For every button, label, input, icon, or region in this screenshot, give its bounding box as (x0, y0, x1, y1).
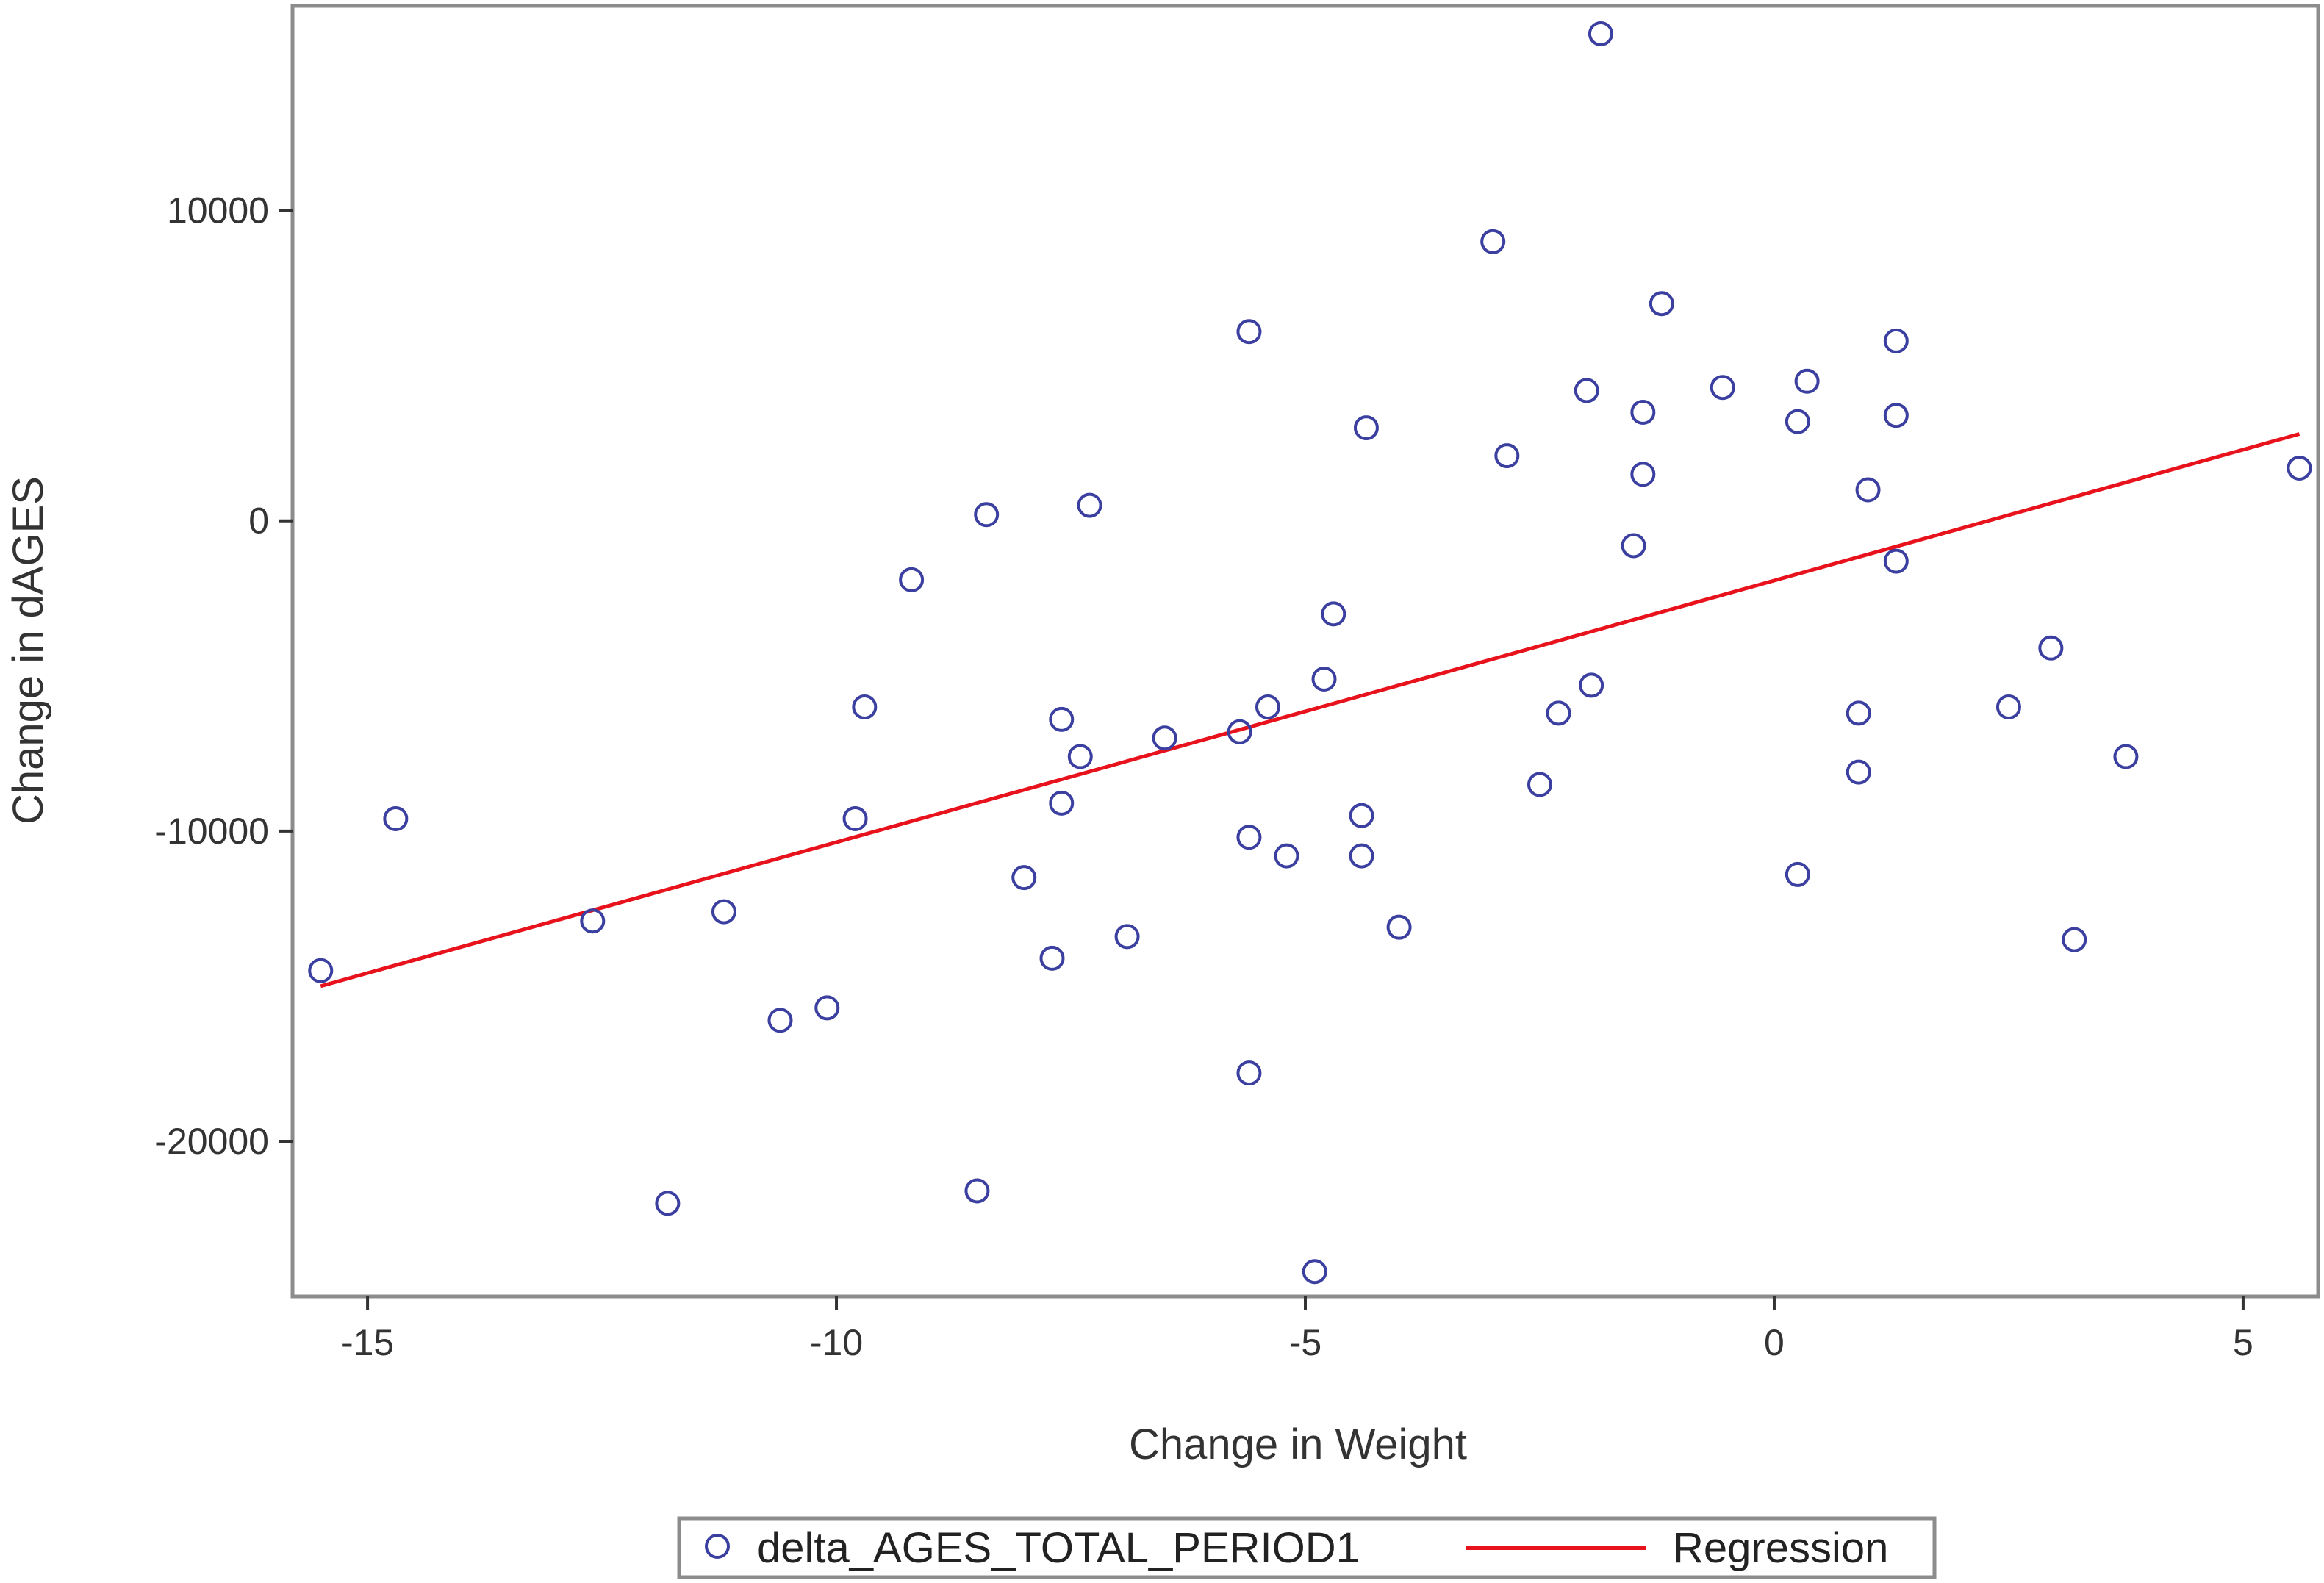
scatter-point (767, 1008, 793, 1033)
scatter-point (1236, 319, 1262, 345)
scatter-point (1494, 443, 1520, 469)
scatter-point (1588, 21, 1613, 46)
scatter-point (852, 694, 878, 719)
legend-box (677, 1516, 1937, 1579)
scatter-point (1574, 378, 1599, 403)
y-tick-label: 10000 (167, 190, 269, 231)
scatter-point (1883, 328, 1909, 353)
scatter-point (2038, 635, 2064, 661)
y-tick-label: -20000 (154, 1121, 269, 1162)
scatter-point (1049, 790, 1075, 816)
scatter-point (974, 502, 1000, 528)
legend: delta_AGES_TOTAL_PERIOD1 Regression (677, 1516, 1937, 1579)
scatter-point (1349, 843, 1374, 869)
y-axis-label: Change in dAGES (4, 476, 52, 825)
scatter-point (1302, 1259, 1327, 1285)
x-tick-label: -15 (341, 1322, 394, 1363)
scatter-point (842, 805, 868, 831)
scatter-point (1236, 825, 1262, 850)
scatter-point (1855, 477, 1881, 503)
scatter-point (2287, 455, 2312, 481)
x-tick-label: -10 (810, 1322, 863, 1363)
scatter-point (1386, 914, 1412, 940)
scatter-point (1480, 229, 1506, 254)
scatter-point (1527, 772, 1552, 797)
scatter-point (1255, 694, 1280, 719)
scatter-point (1311, 666, 1337, 692)
legend-regression-label: Regression (1673, 1524, 1888, 1572)
scatter-point (1077, 492, 1102, 518)
scatter-point (1649, 291, 1674, 317)
scatter-points-group (308, 21, 2312, 1285)
scatter-point (1274, 843, 1299, 869)
scatter-point (2062, 927, 2087, 952)
scatter-point (1883, 403, 1909, 428)
scatter-point (308, 958, 334, 983)
scatter-point (1621, 533, 1646, 559)
y-tick-label: 0 (248, 500, 269, 542)
scatter-point (711, 899, 736, 925)
x-tick-group: -15 -10 -5 0 5 (341, 1296, 2253, 1363)
scatter-point (1227, 719, 1252, 744)
scatter-point (1349, 803, 1374, 828)
scatter-point (1353, 415, 1379, 441)
scatter-point (1236, 1060, 1262, 1086)
scatter-point (1114, 924, 1140, 950)
scatter-point (580, 908, 606, 934)
x-tick-label: 5 (2233, 1322, 2253, 1363)
scatter-point (814, 995, 840, 1021)
scatter-point (1846, 700, 1871, 726)
scatter-point (1883, 548, 1909, 574)
y-tick-group: -20000 -10000 0 10000 (154, 190, 293, 1162)
scatter-point (1321, 601, 1346, 627)
scatter-point (1152, 725, 1177, 751)
scatter-point (1785, 861, 1810, 887)
scatter-point (964, 1178, 990, 1204)
scatter-point (655, 1191, 681, 1216)
x-tick-label: -5 (1289, 1322, 1321, 1363)
scatter-point (1011, 865, 1037, 891)
scatter-point (1785, 409, 1810, 434)
legend-scatter-label: delta_AGES_TOTAL_PERIOD1 (757, 1524, 1360, 1572)
scatter-point (1546, 700, 1571, 726)
x-axis-label: Change in Weight (1129, 1421, 1467, 1468)
scatter-point (1794, 368, 1820, 394)
x-tick-label: 0 (1764, 1322, 1785, 1363)
regression-line (320, 432, 2300, 988)
y-tick-label: -10000 (154, 811, 269, 852)
regression-group (320, 432, 2300, 988)
scatter-point (899, 567, 925, 592)
scatter-point (1846, 759, 1871, 785)
scatter-point (1995, 694, 2021, 719)
scatter-point (1630, 399, 1656, 425)
scatter-point (1630, 462, 1656, 487)
scatter-point (1579, 672, 1604, 698)
legend-scatter-marker-icon (705, 1534, 730, 1559)
scatter-point (1049, 706, 1075, 732)
scatter-point (1710, 375, 1735, 401)
scatter-point (1039, 945, 1065, 971)
scatter-point (1067, 744, 1093, 769)
scatter-point (2113, 744, 2139, 769)
scatter-point (383, 805, 409, 831)
